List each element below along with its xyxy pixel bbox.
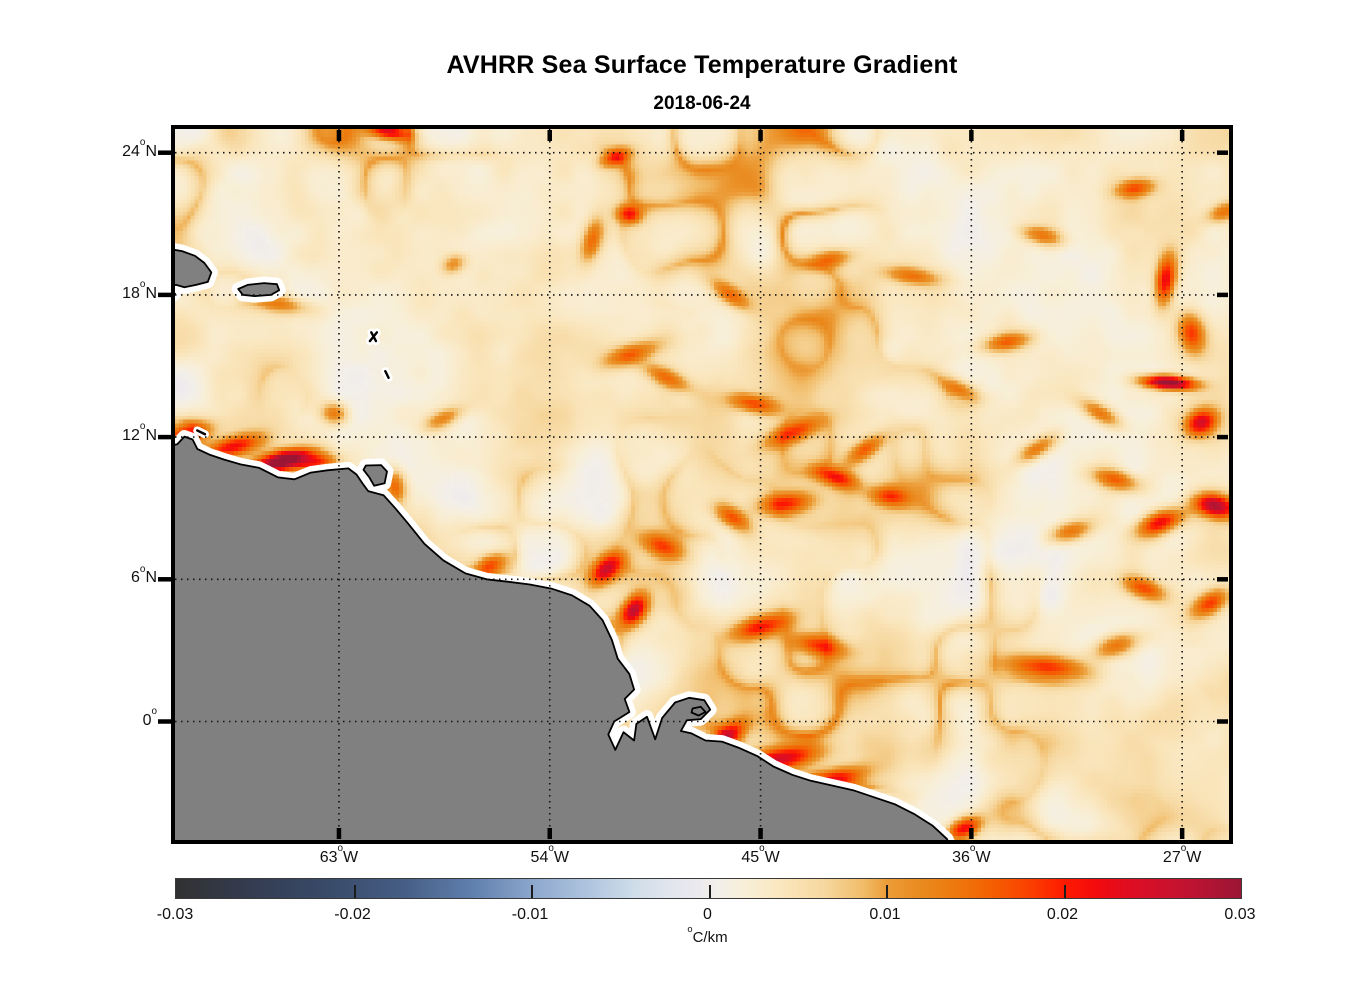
colorbar <box>175 878 1242 899</box>
colorbar-tick <box>708 885 711 898</box>
map-plot-area <box>158 125 1233 844</box>
degree-symbol: o <box>969 843 976 855</box>
colorbar-unit-label: oC/km <box>175 924 1240 946</box>
land-polygon-hispaniola_east <box>175 248 213 289</box>
colorbar-tick-label: 0.03 <box>1224 906 1256 923</box>
y-tick-label: 0o <box>142 705 157 729</box>
island-coastline-mark <box>370 331 378 343</box>
x-tick-label: 36oW <box>952 843 991 866</box>
colorbar-tick <box>886 885 888 898</box>
colorbar-tick-label: 0.02 <box>1046 906 1079 923</box>
degree-symbol: o <box>139 279 146 291</box>
x-tick-label: 63oW <box>319 843 359 866</box>
colorbar-tick <box>531 885 533 898</box>
degree-symbol: o <box>1180 843 1187 855</box>
degree-symbol: o <box>687 923 693 934</box>
y-tick-label: 6oN <box>131 563 157 587</box>
x-tick-label: 54oW <box>530 843 569 866</box>
land-polygon-marajo_islet <box>690 705 707 717</box>
land-polygon-trinidad <box>362 464 388 487</box>
map-overlay <box>158 129 1229 840</box>
degree-symbol: o <box>139 136 146 148</box>
x-tick-label: 45oW <box>741 843 780 866</box>
colorbar-tick-label: -0.03 <box>156 906 194 923</box>
y-tick-label: 24oN <box>122 136 157 160</box>
y-tick-label: 12oN <box>122 421 157 445</box>
island-coastline-mark <box>196 429 207 436</box>
colorbar-tick <box>1063 885 1066 898</box>
land-polygon-south_america_mainland <box>175 435 949 840</box>
unit-text: C/km <box>692 929 728 946</box>
y-tick-label: 18oN <box>122 279 157 302</box>
colorbar-tick-label: -0.01 <box>511 906 549 923</box>
land-polygon-puerto_rico <box>237 282 281 298</box>
island-coastline-mark <box>384 370 390 380</box>
degree-symbol: o <box>139 421 146 433</box>
degree-symbol: o <box>139 563 146 575</box>
colorbar-tick <box>353 885 356 898</box>
degree-symbol: o <box>548 843 554 855</box>
colorbar-tick-label: -0.02 <box>334 906 371 923</box>
degree-symbol: o <box>151 705 157 717</box>
colorbar-tick-label: 0.01 <box>869 906 901 923</box>
x-tick-label: 27oW <box>1162 843 1202 866</box>
page-title: AVHRR Sea Surface Temperature Gradient <box>446 51 958 79</box>
degree-symbol: o <box>337 843 344 855</box>
degree-symbol: o <box>759 843 765 855</box>
colorbar-tick-label: 0 <box>703 906 712 923</box>
date-subtitle: 2018-06-24 <box>653 93 751 114</box>
